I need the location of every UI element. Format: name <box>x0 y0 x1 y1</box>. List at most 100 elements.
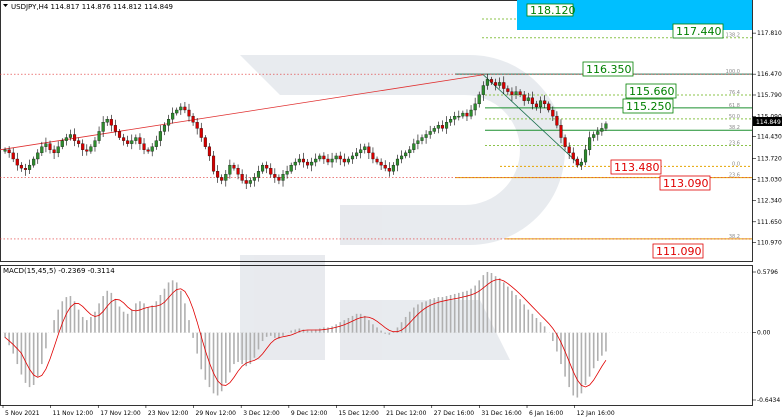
upward-trend-line <box>0 74 484 151</box>
candle-body <box>547 103 551 111</box>
candle-body <box>113 125 117 132</box>
candle-body <box>109 119 113 126</box>
price-tick-label: 111.650 <box>757 219 782 226</box>
trend-lines <box>0 74 582 167</box>
candle-body <box>207 146 211 157</box>
fib-level-label: 100.0 <box>726 69 740 75</box>
candle-body <box>355 152 359 157</box>
candle-body <box>387 168 391 172</box>
candle-body <box>23 168 28 170</box>
price-axis: 117.810 116.470 115.790 115.090 114.430 113.7… <box>752 30 782 247</box>
price-tick-label: 116.470 <box>757 71 782 78</box>
target-label-text: 113.480 <box>614 161 660 174</box>
candle-body <box>3 149 7 152</box>
candle-body <box>395 158 400 166</box>
candle-body <box>101 122 105 132</box>
candle-body <box>583 149 588 163</box>
candle-body <box>567 146 571 154</box>
candle-body <box>11 152 15 160</box>
fib-level-label: 138.2 <box>726 33 740 39</box>
watermark-logo <box>240 55 565 360</box>
main-panel-frame <box>0 0 753 262</box>
candle-body <box>216 171 220 178</box>
macd-series: 0.5796 0.00 -0.6434 <box>3 269 780 404</box>
time-tick-label: 6 Jan 16:00 <box>529 410 563 417</box>
price-tick-label: 115.790 <box>757 92 782 99</box>
candle-body <box>36 152 40 160</box>
candle-body <box>150 146 154 152</box>
candle-body <box>596 131 600 135</box>
candle-body <box>526 97 530 101</box>
candle-body <box>40 146 44 154</box>
candle-body <box>469 109 473 117</box>
target-label-box <box>652 243 704 259</box>
candle-body <box>142 143 146 150</box>
candle-body <box>579 161 583 166</box>
candle-body <box>273 174 277 178</box>
candle-body <box>555 115 559 126</box>
candle-body <box>326 158 330 163</box>
candle-body <box>391 164 395 172</box>
candle-body <box>77 140 81 144</box>
candle-body <box>183 106 187 111</box>
current-price-tag <box>753 117 782 126</box>
svg-text:USDJPY,H4 114.817 114.876 114.: USDJPY,H4 114.817 114.876 114.812 114.84… <box>11 3 173 11</box>
candle-body <box>261 164 265 172</box>
candle-body <box>592 134 596 138</box>
candle-body <box>383 164 387 169</box>
dropdown-triangle-icon[interactable] <box>3 4 8 7</box>
last-bar-ohlc: 114.817 114.876 114.812 114.849 <box>51 3 173 11</box>
candle-body <box>68 134 72 138</box>
fib-retracement-line <box>483 74 582 167</box>
candle-body <box>338 155 342 160</box>
candle-body <box>7 149 11 154</box>
candle-body <box>346 158 350 163</box>
candle-body <box>506 88 510 92</box>
time-tick-label: 29 Nov 12:00 <box>196 410 237 417</box>
price-tick-label: 117.810 <box>757 30 782 37</box>
candle-body <box>412 143 416 150</box>
candle-body <box>97 131 101 141</box>
candle-body <box>138 137 142 144</box>
candle-body <box>534 103 539 108</box>
candle-body <box>379 161 383 166</box>
candle-body <box>269 168 273 175</box>
candle-body <box>444 122 449 129</box>
candle-body <box>449 119 453 123</box>
time-tick-label: 3 Dec 12:00 <box>243 410 280 417</box>
candle-body <box>248 180 252 184</box>
time-tick-label: 23 Nov 12:00 <box>148 410 189 417</box>
candle-body <box>477 94 481 105</box>
candle-body <box>510 91 514 95</box>
price-tick-label: 113.030 <box>757 177 782 184</box>
target-label-text: 113.090 <box>663 177 709 190</box>
candle-body <box>498 82 502 86</box>
candle-body <box>19 164 23 169</box>
candle-body <box>363 146 367 150</box>
target-label-box <box>582 61 634 77</box>
candle-body <box>334 155 338 160</box>
target-label-box <box>659 175 711 191</box>
candle-body <box>436 125 440 129</box>
candle-body <box>314 158 318 163</box>
target-label-text: 111.090 <box>656 245 702 258</box>
candle-body <box>32 158 36 166</box>
candle-body <box>539 100 543 108</box>
candle-body <box>461 112 465 117</box>
time-tick-label: 5 Nov 2021 <box>5 410 40 417</box>
candle-body <box>199 128 203 138</box>
macd-tick-label: -0.6434 <box>757 397 780 404</box>
candlestick-series[interactable] <box>3 73 608 190</box>
candle-body <box>350 155 355 160</box>
candle-body <box>289 164 293 172</box>
candle-body <box>60 140 64 147</box>
symbol-caption: USDJPY,H4 <box>11 3 49 11</box>
candle-body <box>256 171 261 178</box>
candle-body <box>195 122 199 129</box>
candle-body <box>420 137 424 141</box>
candle-body <box>375 158 379 163</box>
time-tick-label: 15 Dec 12:00 <box>338 410 379 417</box>
candle-body <box>187 109 191 117</box>
macd-caption: MACD(15,45,5) -0.2369 -0.3114 <box>3 267 115 275</box>
candle-body <box>530 97 534 105</box>
